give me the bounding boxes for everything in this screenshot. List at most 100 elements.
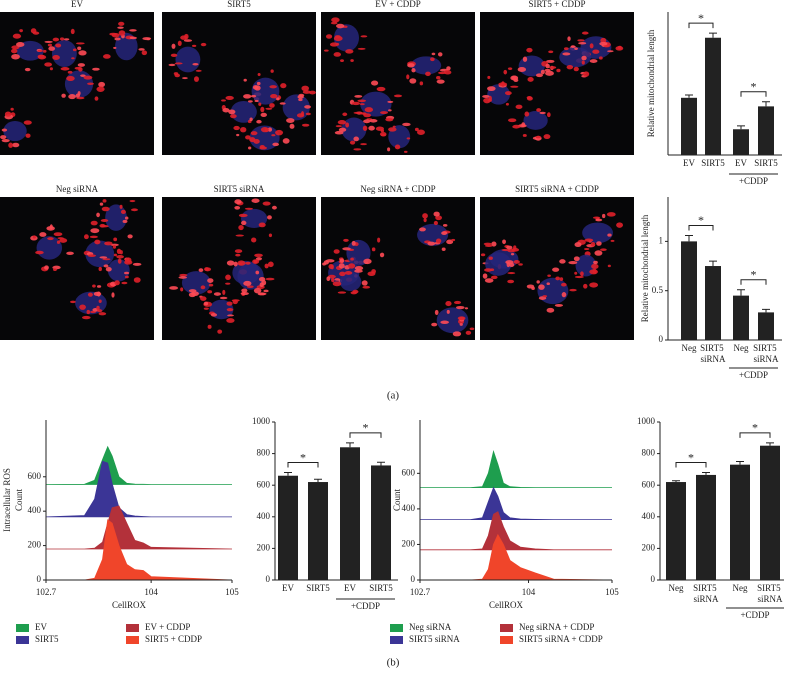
x-tick-label: Neg [733,583,748,593]
mitochondria [607,50,614,53]
mitochondria [357,47,366,50]
mitochondria [536,280,540,284]
error-bar [766,442,774,446]
nucleus [518,55,545,77]
mitochondria [98,266,102,272]
mitochondria [324,49,329,52]
mitochondria [559,277,564,281]
mitochondria [301,123,310,127]
x-tick-label: 105 [605,587,619,597]
x-tick-label-line: siRNA [693,594,719,604]
image-caption: Neg siRNA + CDDP [360,184,435,194]
mitochondria [243,94,252,99]
mitochondria [92,67,100,71]
mitochondria [536,108,542,112]
mitochondria [243,78,247,82]
mitochondria [232,299,238,305]
mitochondria [263,289,269,293]
significance-label: * [751,80,757,94]
mitochondria [96,305,100,311]
mitochondria [507,67,513,70]
mitochondria [535,73,543,78]
mitochondria [344,271,353,275]
mitochondria [561,282,567,287]
legend-swatch [16,624,29,632]
significance-bracket [739,432,771,438]
nucleus [249,125,280,151]
mitochondria [113,253,118,257]
mitochondria [1,128,8,132]
error-bar [762,308,770,313]
mitochondria [53,232,63,237]
bar [705,266,721,340]
mitochondria [249,117,253,122]
mitochondria [250,131,258,136]
mitochondria [192,44,197,48]
mitochondria [552,267,560,272]
mitochondria [102,54,111,59]
legend-swatch [390,636,403,644]
mitochondria [103,264,109,268]
mitochondria [118,21,125,26]
mitochondria [369,119,378,123]
density-curve [420,486,612,520]
error-bar [314,478,322,483]
mitochondria [370,80,379,86]
mitochondria [90,220,98,226]
micrograph [321,197,475,340]
mitochondria [548,50,554,54]
mitochondria [573,256,580,262]
micrograph-background [0,197,154,340]
bar [730,464,750,580]
legend-label: Neg siRNA + CDDP [519,622,594,632]
mitochondria [226,318,235,323]
mitochondria [349,140,356,145]
mitochondria [233,261,238,267]
bar [340,447,360,580]
mitochondria [545,63,550,69]
legend-swatch [16,636,29,644]
mitochondria [581,31,589,35]
mitochondria [275,129,284,136]
mitochondria [12,142,20,148]
mitochondria [376,86,386,92]
mitochondria [535,135,541,139]
mitochondria [336,23,345,29]
mitochondria [546,112,551,118]
mitochondria [362,112,366,116]
mitochondria [574,275,584,279]
y-tick-label: 0 [411,574,416,584]
error-bar [709,32,717,38]
mitochondria [331,17,340,23]
mitochondria [409,78,417,84]
mitochondria [513,245,517,250]
mitochondria [235,253,241,257]
mitochondria [539,111,546,115]
mitochondria [77,46,82,51]
x-tick-label: SIRT5 siRNA [753,343,779,364]
mitochondria [138,48,145,51]
x-tick-label: SIRT5 [369,583,393,593]
image-caption: SIRT5 + CDDP [528,0,585,9]
mitochondria [562,52,571,56]
nucleus [232,260,260,285]
mitochondria [607,264,611,268]
mitochondria [110,243,119,247]
error-bar [377,461,385,466]
mitochondria [230,114,237,119]
mitochondria [254,253,263,258]
mitochondria [484,244,493,247]
mitochondria [345,122,350,128]
bar [308,482,328,580]
mitochondria [402,122,411,127]
mitochondria [63,38,70,41]
mitochondria [453,300,462,305]
mitochondria [322,262,327,266]
mitochondria [127,234,133,239]
mitochondria [387,147,391,152]
mitochondria [257,292,267,296]
mitochondria [589,59,598,63]
bar [758,312,774,340]
mitochondria [70,300,76,304]
mitochondria [407,63,415,68]
